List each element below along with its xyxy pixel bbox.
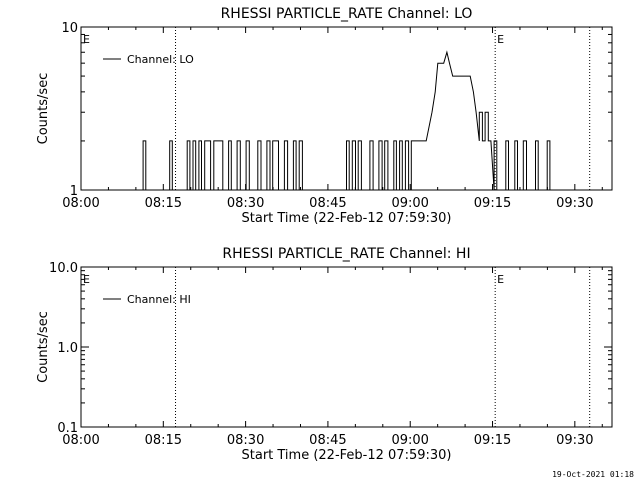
x-tick-label: 08:00 xyxy=(62,196,99,211)
y-axis-label: Counts/sec xyxy=(36,311,51,383)
x-tick-label: 09:15 xyxy=(474,196,511,211)
chart-title: RHESSI PARTICLE_RATE Channel: HI xyxy=(222,246,470,262)
x-tick-label: 08:15 xyxy=(145,196,182,211)
x-tick-label: 08:45 xyxy=(309,433,346,448)
panel-hi-channel: RHESSI PARTICLE_RATE Channel: HI 08:00 08:… xyxy=(36,246,613,463)
y-tick-label: 10.0 xyxy=(49,261,78,276)
x-tick-label: 09:00 xyxy=(391,196,428,211)
x-tick-label: 08:00 xyxy=(62,433,99,448)
x-axis-label: Start Time (22-Feb-12 07:59:30) xyxy=(242,211,452,226)
event-marker-label: E xyxy=(497,273,504,286)
event-marker-label: E xyxy=(83,33,90,46)
plot-frame xyxy=(80,266,613,428)
legend: Channel: HI xyxy=(103,293,191,306)
x-tick-label: 09:30 xyxy=(556,196,593,211)
y-tick-label: 0.1 xyxy=(57,421,78,436)
y-axis-label: Counts/sec xyxy=(36,73,51,145)
x-axis-label: Start Time (22-Feb-12 07:59:30) xyxy=(242,448,452,463)
plot-timestamp: 19-Oct-2021 01:18 xyxy=(552,470,634,479)
event-marker-label: E xyxy=(497,33,504,46)
x-tick-label: 09:30 xyxy=(556,433,593,448)
x-tick-label: 08:15 xyxy=(145,433,182,448)
chart-title: RHESSI PARTICLE_RATE Channel: LO xyxy=(221,6,473,22)
panel-lo-channel: RHESSI PARTICLE_RATE Channel: LO 08:00 08:… xyxy=(36,6,613,226)
x-tick-label: 08:30 xyxy=(227,433,264,448)
y-tick-label: 10 xyxy=(61,21,78,36)
series-line xyxy=(81,50,556,191)
x-tick-label: 09:15 xyxy=(474,433,511,448)
x-tick-label: 08:45 xyxy=(309,196,346,211)
x-tick-label: 08:30 xyxy=(227,196,264,211)
legend-label: Channel: LO xyxy=(127,53,194,66)
legend-label: Channel: HI xyxy=(127,293,191,306)
legend: Channel: LO xyxy=(103,53,194,66)
event-marker-label: E xyxy=(83,273,90,286)
y-tick-label: 1.0 xyxy=(57,341,78,356)
y-tick-label: 1 xyxy=(70,184,78,199)
x-tick-label: 09:00 xyxy=(391,433,428,448)
